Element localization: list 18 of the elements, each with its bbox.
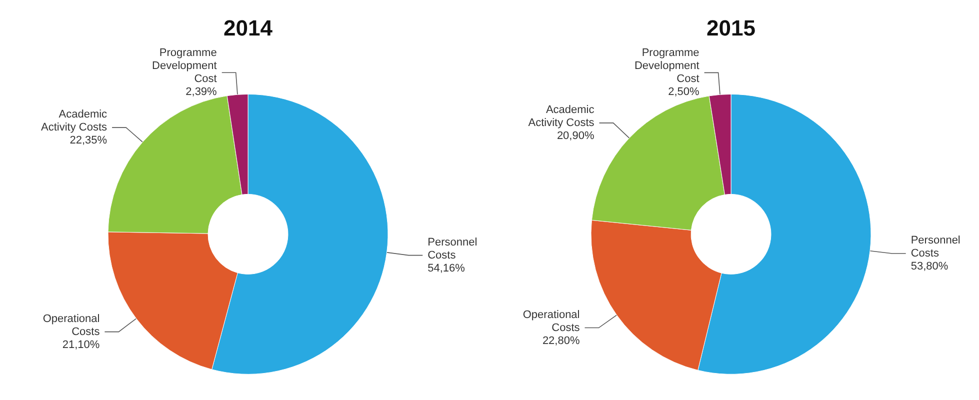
- chart-title: 2014: [224, 16, 274, 40]
- data-label: 53,80%: [910, 260, 948, 272]
- data-label: 20,90%: [556, 130, 594, 142]
- slice-label: Academic Activity Costs: [528, 104, 595, 129]
- slice-label: Academic Activity Costs: [41, 108, 108, 134]
- data-label: 2,39%: [186, 86, 218, 98]
- slice-label: Personnel Costs: [910, 234, 960, 260]
- slice-label: Programme Development Cost: [634, 47, 700, 86]
- chart-title: 2015: [706, 16, 756, 40]
- data-label: 54,16%: [428, 262, 466, 274]
- slice-label: Operational Costs: [522, 308, 580, 334]
- data-label: 2,50%: [668, 86, 700, 98]
- slice-label: Personnel Costs: [428, 236, 478, 262]
- data-label: 22,35%: [70, 134, 108, 147]
- data-label: 22,80%: [542, 334, 580, 347]
- slice-label: Programme Development Cost: [152, 47, 217, 86]
- data-label: 21,10%: [62, 338, 100, 351]
- slice-label: Operational Costs: [42, 312, 100, 338]
